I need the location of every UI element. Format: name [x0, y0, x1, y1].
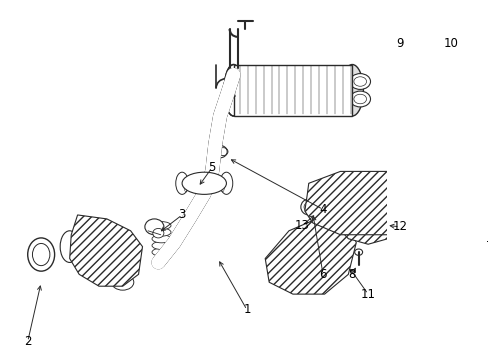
Text: 6: 6 — [319, 268, 326, 281]
Ellipse shape — [60, 231, 79, 262]
Text: 3: 3 — [178, 208, 185, 221]
Ellipse shape — [32, 243, 50, 266]
Ellipse shape — [152, 222, 171, 230]
Polygon shape — [69, 215, 142, 286]
Ellipse shape — [353, 94, 366, 104]
Ellipse shape — [175, 172, 188, 194]
Ellipse shape — [349, 73, 370, 89]
Text: 4: 4 — [319, 203, 326, 216]
Ellipse shape — [300, 199, 316, 215]
Ellipse shape — [144, 219, 163, 235]
Text: 1: 1 — [243, 303, 250, 316]
Ellipse shape — [152, 228, 163, 238]
Ellipse shape — [152, 235, 171, 243]
Text: 5: 5 — [208, 161, 215, 174]
Ellipse shape — [341, 64, 363, 116]
Polygon shape — [338, 202, 395, 244]
Ellipse shape — [476, 243, 485, 251]
Ellipse shape — [211, 145, 227, 158]
Text: 10: 10 — [443, 37, 458, 50]
Bar — [430, 32, 445, 41]
Ellipse shape — [349, 91, 370, 107]
Ellipse shape — [234, 79, 256, 102]
Ellipse shape — [28, 238, 55, 271]
FancyBboxPatch shape — [233, 64, 351, 116]
Ellipse shape — [220, 172, 232, 194]
Ellipse shape — [111, 274, 134, 290]
Text: 8: 8 — [348, 268, 355, 281]
Ellipse shape — [353, 77, 366, 86]
Text: 7: 7 — [485, 240, 488, 253]
Text: 9: 9 — [395, 37, 403, 50]
Polygon shape — [304, 171, 391, 235]
Ellipse shape — [465, 239, 484, 254]
Text: 11: 11 — [360, 288, 375, 301]
Text: 2: 2 — [24, 335, 31, 348]
Ellipse shape — [152, 248, 171, 256]
Ellipse shape — [152, 228, 171, 236]
Ellipse shape — [224, 64, 243, 116]
Polygon shape — [264, 219, 356, 294]
Bar — [391, 32, 401, 41]
Text: 12: 12 — [391, 220, 407, 233]
Ellipse shape — [152, 242, 171, 249]
Text: 13: 13 — [294, 219, 309, 232]
Ellipse shape — [304, 202, 313, 212]
Ellipse shape — [182, 172, 226, 194]
